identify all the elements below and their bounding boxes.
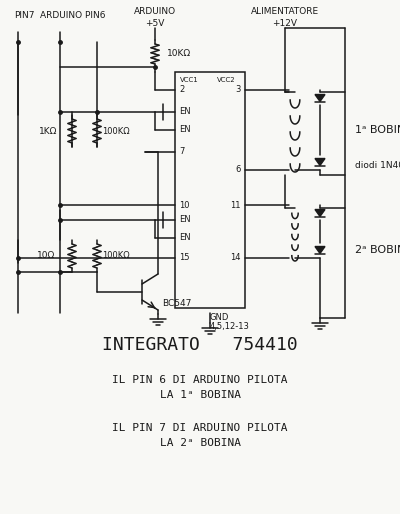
Text: EN: EN	[179, 215, 191, 225]
Text: 1ᵃ BOBINA: 1ᵃ BOBINA	[355, 125, 400, 135]
Text: IL PIN 6 DI ARDUINO PILOTA: IL PIN 6 DI ARDUINO PILOTA	[112, 375, 288, 385]
Text: 15: 15	[179, 253, 190, 263]
Text: LA 1ᵃ BOBINA: LA 1ᵃ BOBINA	[160, 390, 240, 400]
Text: 10: 10	[179, 200, 190, 210]
Text: +12V: +12V	[272, 19, 298, 28]
Text: LA 2ᵃ BOBINA: LA 2ᵃ BOBINA	[160, 438, 240, 448]
Text: GND: GND	[210, 314, 229, 322]
Text: 3: 3	[236, 85, 241, 95]
Text: VCC1: VCC1	[180, 77, 199, 83]
Text: 100KΩ: 100KΩ	[102, 251, 130, 261]
Text: VCC2: VCC2	[217, 77, 236, 83]
Text: 4,5,12-13: 4,5,12-13	[210, 322, 250, 332]
Text: 7: 7	[179, 148, 184, 156]
Text: EN: EN	[179, 107, 191, 117]
Text: +5V: +5V	[145, 19, 165, 28]
Text: 14: 14	[230, 253, 241, 263]
Text: EN: EN	[179, 233, 191, 243]
Polygon shape	[315, 95, 325, 101]
Text: INTEGRATO   754410: INTEGRATO 754410	[102, 336, 298, 354]
Text: BC547: BC547	[162, 300, 191, 308]
Text: PIN7: PIN7	[14, 10, 34, 20]
Text: ARDUINO: ARDUINO	[134, 8, 176, 16]
Text: 11: 11	[230, 200, 241, 210]
Text: 6: 6	[236, 166, 241, 174]
Polygon shape	[315, 158, 325, 166]
Text: 1KΩ: 1KΩ	[39, 126, 57, 136]
Polygon shape	[315, 210, 325, 216]
Text: 100KΩ: 100KΩ	[102, 126, 130, 136]
Text: 2: 2	[179, 85, 184, 95]
Polygon shape	[315, 247, 325, 253]
Text: 2ᵃ BOBINA: 2ᵃ BOBINA	[355, 245, 400, 255]
Text: ALIMENTATORE: ALIMENTATORE	[251, 8, 319, 16]
Text: 10KΩ: 10KΩ	[167, 49, 191, 59]
Text: diodi 1N4007: diodi 1N4007	[355, 160, 400, 170]
Text: 10Ω: 10Ω	[37, 251, 55, 261]
Text: ARDUINO PIN6: ARDUINO PIN6	[40, 10, 106, 20]
Bar	[175, 72, 245, 308]
Text: EN: EN	[179, 125, 191, 135]
Text: IL PIN 7 DI ARDUINO PILOTA: IL PIN 7 DI ARDUINO PILOTA	[112, 423, 288, 433]
